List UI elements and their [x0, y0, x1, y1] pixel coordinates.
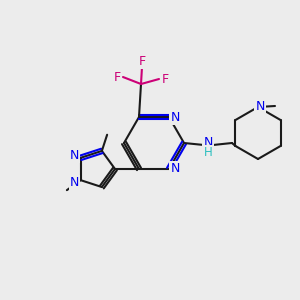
- Text: N: N: [170, 163, 180, 176]
- Text: N: N: [70, 149, 79, 162]
- Text: N: N: [70, 176, 79, 189]
- Text: F: F: [138, 55, 146, 68]
- Text: F: F: [161, 73, 169, 85]
- Text: N: N: [170, 110, 180, 124]
- Text: N: N: [203, 136, 213, 148]
- Text: N: N: [255, 100, 265, 112]
- Text: H: H: [204, 146, 212, 158]
- Text: F: F: [113, 70, 121, 83]
